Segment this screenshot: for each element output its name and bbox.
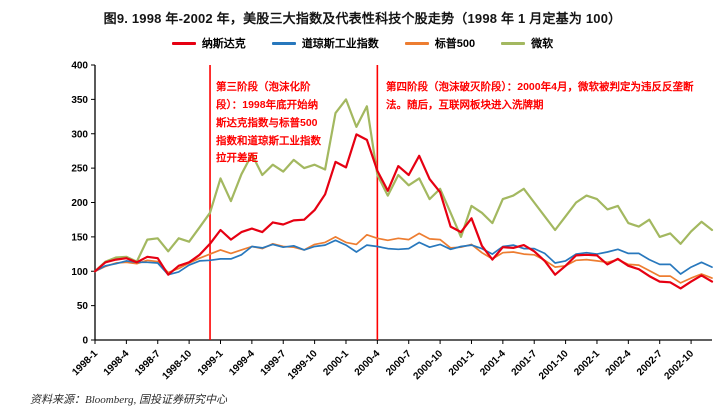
- series-道琼斯工业指数: [94, 239, 713, 276]
- svg-text:200: 200: [71, 198, 88, 209]
- svg-text:1999-10: 1999-10: [286, 348, 320, 382]
- series-标普500: [94, 232, 713, 284]
- svg-text:2001-4: 2001-4: [478, 348, 508, 378]
- svg-text:2000-1: 2000-1: [321, 348, 351, 378]
- source-note: 资料来源：Bloomberg, 国投证券研究中心: [30, 394, 227, 406]
- svg-text:2001-7: 2001-7: [510, 348, 540, 378]
- legend-swatch: [271, 41, 296, 45]
- annotation-stage-4: 第四阶段（泡沫破灭阶段）：2000年4月，微软被判定为违反反垄断法。随后，互联网…: [386, 81, 694, 111]
- chart-title: 图9. 1998 年-2002 年，美股三大指数及代表性科技个股走势（1998 …: [103, 11, 622, 26]
- legend-label: 道琼斯工业指数: [301, 38, 379, 50]
- legend-swatch: [404, 41, 429, 45]
- chart-area: 0 50 100 150 200 250 300 350 400 1998-1 1998-4 1998…: [0, 53, 725, 385]
- legend-item-3: 微软: [501, 35, 553, 51]
- series-微软: [93, 98, 714, 273]
- svg-text:1998-1: 1998-1: [70, 348, 100, 378]
- svg-text:1998-10: 1998-10: [161, 348, 195, 382]
- series-纳斯达克: [93, 133, 714, 290]
- legend-swatch: [171, 41, 196, 45]
- svg-text:350: 350: [71, 95, 88, 106]
- legend-label: 微软: [531, 38, 554, 50]
- svg-text:250: 250: [71, 164, 88, 175]
- svg-text:1998-7: 1998-7: [133, 348, 163, 378]
- svg-text:0: 0: [82, 336, 88, 347]
- svg-text:2002-7: 2002-7: [635, 348, 665, 378]
- svg-text:2001-10: 2001-10: [537, 348, 571, 382]
- annotation-stage-3: 第三阶段（泡沫化阶段）：1998年底开始纳斯达克指数与标普500指数和道琼斯工业…: [216, 81, 321, 165]
- legend-item-0: 纳斯达克: [171, 35, 246, 51]
- svg-text:2000-7: 2000-7: [384, 348, 414, 378]
- svg-text:2002-1: 2002-1: [572, 348, 602, 378]
- legend-item-2: 标普500: [404, 35, 476, 51]
- svg-text:2002-4: 2002-4: [604, 348, 634, 378]
- svg-text:150: 150: [71, 232, 88, 243]
- svg-text:1998-4: 1998-4: [102, 348, 132, 378]
- svg-text:2002-10: 2002-10: [662, 348, 696, 382]
- legend-label: 纳斯达克: [201, 38, 246, 50]
- svg-text:2001-1: 2001-1: [447, 348, 477, 378]
- legend-item-1: 道琼斯工业指数: [271, 35, 379, 51]
- y-axis: 0 50 100 150 200 250 300 350 400: [71, 61, 95, 347]
- svg-text:300: 300: [71, 129, 88, 140]
- svg-text:100: 100: [71, 267, 88, 278]
- svg-text:1999-4: 1999-4: [227, 348, 257, 378]
- svg-text:1999-7: 1999-7: [259, 348, 289, 378]
- svg-text:50: 50: [77, 301, 89, 312]
- svg-text:2000-10: 2000-10: [411, 348, 445, 382]
- legend-label: 标普500: [434, 38, 476, 50]
- svg-text:1999-1: 1999-1: [196, 348, 226, 378]
- legend: 纳斯达克 道琼斯工业指数 标普500 微软: [0, 36, 725, 50]
- legend-swatch: [501, 41, 526, 45]
- svg-text:400: 400: [71, 61, 88, 72]
- svg-text:2000-4: 2000-4: [353, 348, 383, 378]
